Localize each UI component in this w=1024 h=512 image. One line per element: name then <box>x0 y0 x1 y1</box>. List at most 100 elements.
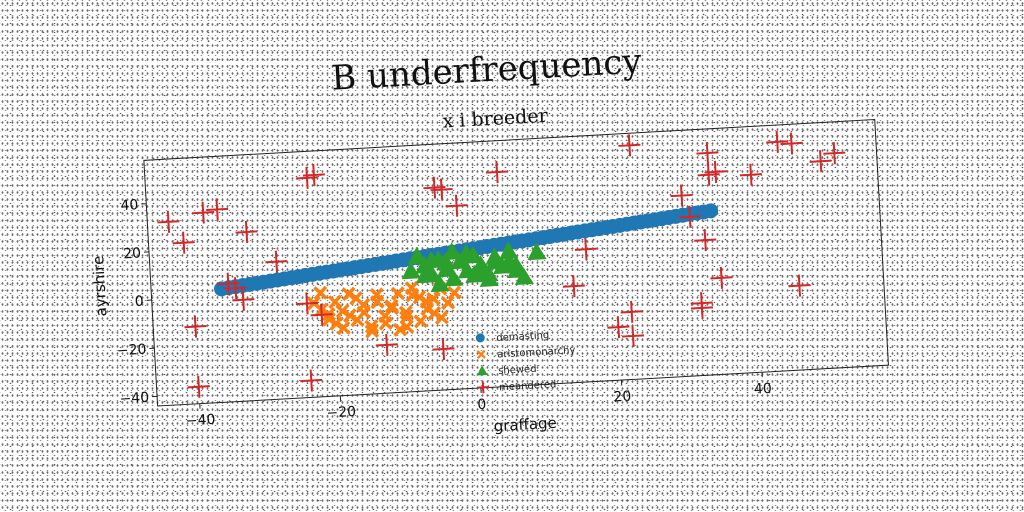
data-point <box>192 201 215 224</box>
data-point <box>514 267 535 286</box>
data-point <box>430 274 450 293</box>
data-point <box>432 337 455 361</box>
axis-ticks: −40 −20 0 20 40 −40 −20 0 20 40 <box>116 197 773 430</box>
data-point <box>710 266 733 289</box>
series-aristomonarchy <box>306 280 462 339</box>
data-point <box>184 315 207 338</box>
legend-label: shewed <box>498 364 537 377</box>
data-point <box>235 220 258 243</box>
x-tick-label: 20 <box>613 389 632 406</box>
data-point <box>295 292 318 315</box>
data-point <box>341 286 356 302</box>
data-point <box>703 203 719 219</box>
data-point <box>704 160 727 183</box>
data-point <box>295 166 319 189</box>
legend-label: meandered <box>499 379 557 393</box>
data-point <box>678 205 701 228</box>
data-point <box>364 323 380 339</box>
data-point <box>694 229 717 252</box>
data-point <box>618 134 641 157</box>
data-point <box>356 297 371 313</box>
legend-marker <box>476 365 488 376</box>
y-tick-label: −40 <box>119 390 149 408</box>
y-tick-label: −20 <box>116 342 146 360</box>
data-point <box>206 198 229 221</box>
data-point <box>430 178 453 201</box>
y-tick-label: 40 <box>120 197 139 214</box>
data-point <box>399 319 415 335</box>
y-tick-label: 20 <box>123 245 142 262</box>
chart-subtitle: x i breeder <box>442 105 549 133</box>
series-demasting <box>214 203 719 297</box>
data-point <box>378 316 393 331</box>
data-point <box>562 275 585 298</box>
data-point <box>416 265 436 284</box>
data-point <box>696 142 719 165</box>
data-point <box>265 250 288 273</box>
data-point <box>457 243 477 262</box>
data-point <box>472 259 492 278</box>
plot-area <box>143 119 889 407</box>
data-point <box>342 308 358 323</box>
chart-title: B underfrequency <box>330 41 643 98</box>
data-point <box>620 300 643 323</box>
data-point <box>574 238 597 261</box>
data-point <box>404 280 420 296</box>
data-point <box>739 163 762 186</box>
data-point <box>157 210 180 233</box>
data-point <box>172 231 195 254</box>
data-point <box>444 268 464 287</box>
data-point <box>780 132 803 155</box>
data-point <box>766 130 789 153</box>
data-point <box>622 324 645 347</box>
x-tick-label: −40 <box>186 412 216 430</box>
data-point <box>336 320 351 336</box>
data-marks <box>157 130 846 398</box>
data-point <box>390 286 406 301</box>
data-point <box>419 294 434 309</box>
data-point <box>422 250 442 269</box>
data-point <box>427 305 442 321</box>
x-tick-label: 40 <box>754 381 773 398</box>
data-point <box>300 369 323 392</box>
data-point <box>499 251 520 269</box>
legend-marker <box>477 381 490 394</box>
data-point <box>327 294 343 310</box>
y-axis-label: ayrshire <box>89 255 110 317</box>
data-point <box>313 285 328 301</box>
data-point <box>232 288 255 311</box>
data-point <box>413 314 429 329</box>
data-point <box>436 252 456 271</box>
x-tick-label: 0 <box>477 397 487 413</box>
data-point <box>401 261 421 280</box>
data-point <box>670 184 693 207</box>
y-tick-label: 0 <box>134 294 144 310</box>
data-point <box>384 301 400 316</box>
data-point <box>607 316 630 339</box>
data-point <box>369 287 385 302</box>
series-shewed <box>401 241 547 293</box>
data-point <box>440 295 456 311</box>
data-point <box>310 303 333 326</box>
data-point <box>224 277 247 300</box>
data-point <box>527 242 547 261</box>
legend-marker <box>475 333 485 343</box>
data-point <box>809 150 832 173</box>
data-point <box>349 312 365 328</box>
data-point <box>434 310 449 325</box>
data-point <box>485 161 509 184</box>
data-point <box>398 305 414 320</box>
data-point <box>823 142 846 165</box>
legend-marker <box>476 349 486 360</box>
data-point <box>788 274 811 297</box>
data-point <box>187 375 210 398</box>
data-point <box>375 333 398 356</box>
x-tick-label: −20 <box>326 404 356 422</box>
legend-label: demasting <box>496 330 550 344</box>
data-point <box>485 251 505 270</box>
data-point <box>447 285 462 301</box>
data-point <box>499 241 519 260</box>
data-point <box>479 269 499 287</box>
